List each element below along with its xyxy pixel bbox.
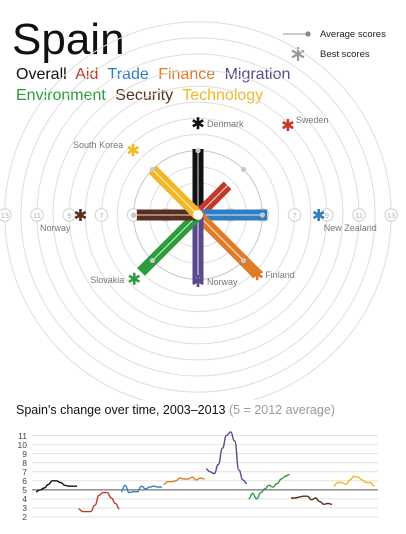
- best-country-label-aid: Sweden: [296, 115, 329, 125]
- best-asterisk-environment: [128, 272, 141, 285]
- timeline-title: Spain's change over time, 2003–2013 (5 =…: [16, 403, 335, 417]
- timeline-ytick-9: 9: [22, 449, 27, 459]
- ring-label-text: 7: [293, 211, 297, 220]
- ring-label-text: 9: [67, 211, 71, 220]
- page-title: Spain: [12, 15, 125, 64]
- ring-label-text: 7: [99, 211, 103, 220]
- ring-label-11-right: 11: [352, 208, 366, 222]
- asterisk-stroke: [192, 276, 204, 286]
- timeline-line-security: [291, 495, 333, 506]
- asterisk-stroke: [192, 119, 204, 128]
- radar-ring-8: [84, 101, 312, 329]
- best-country-label-trade: New Zealand: [324, 223, 377, 233]
- ring-label-text: 11: [355, 211, 363, 220]
- asterisk-stroke: [74, 210, 87, 220]
- timeline-title-main: Spain's change over time, 2003–2013: [16, 403, 226, 417]
- best-country-label-technology: South Korea: [73, 140, 123, 150]
- average-dot-environment: [149, 257, 156, 264]
- ring-label-text: 13: [1, 211, 9, 220]
- asterisk-stroke: [282, 120, 294, 130]
- average-dot-overall: [195, 148, 201, 154]
- best-asterisk-technology: [127, 144, 139, 157]
- ring-label-text: 9: [325, 211, 329, 220]
- ring-label-9-left: 9: [62, 208, 76, 222]
- best-asterisk-aid: [282, 119, 294, 132]
- ring-label-7-left: 7: [94, 208, 109, 222]
- ring-label-11-left: 11: [30, 208, 44, 222]
- best-asterisk-trade: [312, 209, 325, 221]
- average-dot-security: [131, 212, 137, 218]
- timeline-line-finance: [163, 476, 205, 486]
- best-country-label-migration: Norway: [207, 277, 238, 287]
- timeline-ytick-2: 2: [22, 512, 27, 522]
- average-dot-trade: [259, 212, 265, 218]
- average-line-technology: [152, 169, 199, 216]
- legend-average-label: Average scores: [320, 28, 386, 40]
- legend-average: Average scores: [282, 24, 386, 44]
- ring-label-badge: [287, 208, 302, 222]
- timeline-ytick-5: 5: [22, 485, 27, 495]
- radar-ring-10: [52, 69, 344, 361]
- asterisk-stroke: [127, 145, 139, 155]
- average-line-finance: [197, 214, 244, 261]
- radar-chart: 3355779911111313DenmarkSwedenNew Zealand…: [0, 21, 398, 400]
- ring-label-13-right: 13: [384, 208, 398, 222]
- timeline-ytick-4: 4: [22, 494, 27, 504]
- ring-label-badge: [0, 208, 12, 222]
- best-country-label-environment: Slovakia: [90, 275, 124, 285]
- dimension-environment: Environment: [16, 87, 106, 104]
- average-score-icon: [283, 31, 311, 37]
- radar-center: [193, 210, 203, 220]
- legend-best-label: Best scores: [320, 48, 370, 60]
- timeline-ytick-7: 7: [22, 467, 27, 477]
- legend: Average scores Best scores: [282, 24, 386, 64]
- ring-label-9-right: 9: [320, 208, 334, 222]
- best-country-label-overall: Denmark: [207, 119, 244, 129]
- timeline-ytick-6: 6: [22, 476, 27, 486]
- ring-label-badge: [62, 208, 76, 222]
- timeline-line-aid: [78, 491, 120, 513]
- dimension-trade: Trade: [107, 66, 149, 83]
- average-dot-aid: [240, 166, 247, 173]
- best-asterisk-overall: [192, 117, 204, 130]
- timeline-line-environment: [248, 473, 290, 500]
- radar-ring-12: [20, 37, 376, 393]
- timeline-line-migration: [205, 431, 248, 485]
- best-asterisk-migration: [192, 275, 204, 288]
- ring-label-13-left: 13: [0, 208, 12, 222]
- ring-label-badge: [30, 208, 44, 222]
- ring-label-text: 13: [387, 211, 395, 220]
- best-asterisk-finance: [251, 268, 264, 281]
- dimension-technology: Technology: [182, 87, 264, 104]
- average-dot-finance: [240, 257, 247, 264]
- ring-label-badge: [94, 208, 109, 222]
- dimension-overall: Overall: [16, 66, 67, 83]
- dimension-list-row-2: Environment Security Technology: [16, 87, 268, 105]
- dimension-aid: Aid: [75, 66, 99, 83]
- asterisk-stroke: [251, 270, 264, 279]
- timeline-line-trade: [120, 484, 162, 494]
- radar-ring-6: [117, 134, 279, 296]
- timeline-line-overall: [35, 480, 77, 493]
- dimension-security: Security: [115, 87, 174, 104]
- asterisk-stroke: [312, 210, 325, 220]
- timeline-ytick-10: 10: [18, 440, 28, 450]
- timeline-line-technology: [333, 475, 375, 487]
- average-line-aid: [197, 169, 244, 216]
- average-dot-technology: [149, 166, 156, 173]
- ring-label-7-right: 7: [287, 208, 302, 222]
- ring-label-badge: [384, 208, 398, 222]
- timeline-subtitle: (5 = 2012 average): [228, 403, 335, 417]
- best-country-label-finance: Finland: [265, 270, 295, 280]
- timeline-ytick-11: 11: [18, 431, 27, 441]
- asterisk-stroke: [128, 274, 141, 283]
- average-line-environment: [152, 214, 199, 261]
- timeline-ytick-3: 3: [22, 503, 27, 513]
- ring-label-badge: [352, 208, 366, 222]
- timeline-ytick-8: 8: [22, 458, 27, 468]
- ring-label-text: 11: [33, 211, 41, 220]
- dimension-migration: Migration: [224, 66, 291, 83]
- best-asterisk-security: [74, 209, 87, 221]
- best-country-label-security: Norway: [40, 223, 71, 233]
